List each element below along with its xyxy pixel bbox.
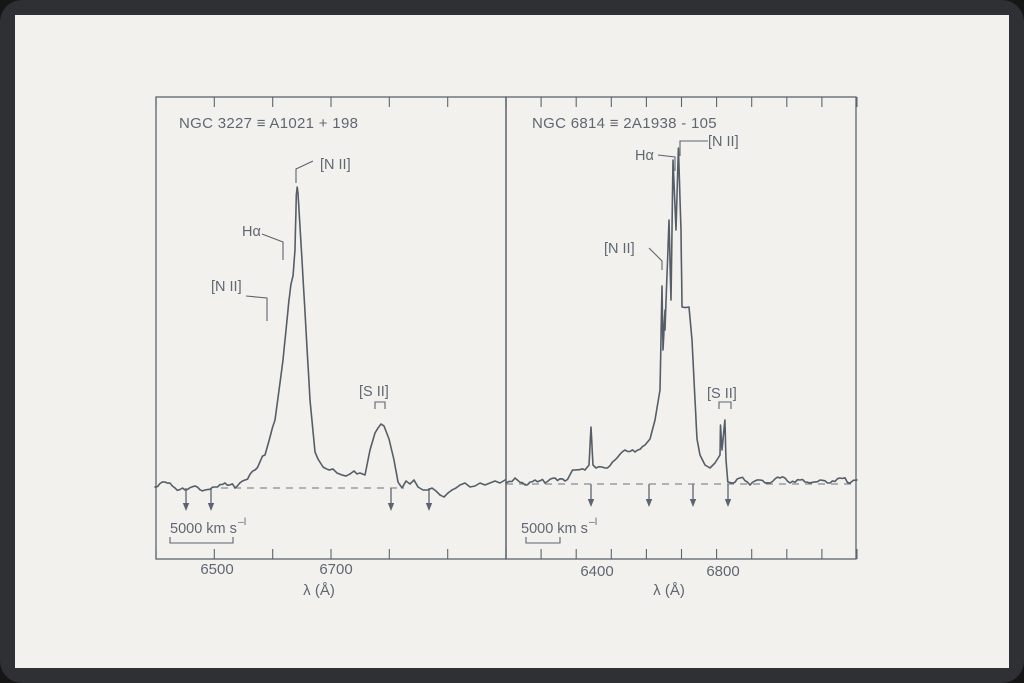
svg-text:NGC 6814 ≡ 2A1938 - 105: NGC 6814 ≡ 2A1938 - 105 <box>532 115 717 132</box>
svg-text:[N II]: [N II] <box>320 157 351 173</box>
svg-text:6500: 6500 <box>200 561 233 578</box>
svg-text:5000 km s: 5000 km s <box>170 521 237 537</box>
svg-text:Hα: Hα <box>242 224 261 240</box>
svg-text:[S II]: [S II] <box>707 386 737 402</box>
svg-text:[S II]: [S II] <box>359 384 389 400</box>
svg-text:λ (Å): λ (Å) <box>303 582 335 599</box>
svg-text:[N II]: [N II] <box>708 134 739 150</box>
svg-text:[N II]: [N II] <box>211 279 242 295</box>
svg-text:6800: 6800 <box>706 563 739 580</box>
svg-text:–l: –l <box>589 516 597 528</box>
svg-text:5000 km s: 5000 km s <box>521 521 588 537</box>
svg-text:6400: 6400 <box>580 563 613 580</box>
svg-text:λ (Å): λ (Å) <box>653 582 685 599</box>
svg-text:[N II]: [N II] <box>604 241 635 257</box>
svg-text:Hα: Hα <box>635 148 654 164</box>
svg-text:6700: 6700 <box>319 561 352 578</box>
svg-text:–l: –l <box>238 516 246 528</box>
svg-text:NGC 3227 ≡ A1021 + 198: NGC 3227 ≡ A1021 + 198 <box>179 115 358 132</box>
